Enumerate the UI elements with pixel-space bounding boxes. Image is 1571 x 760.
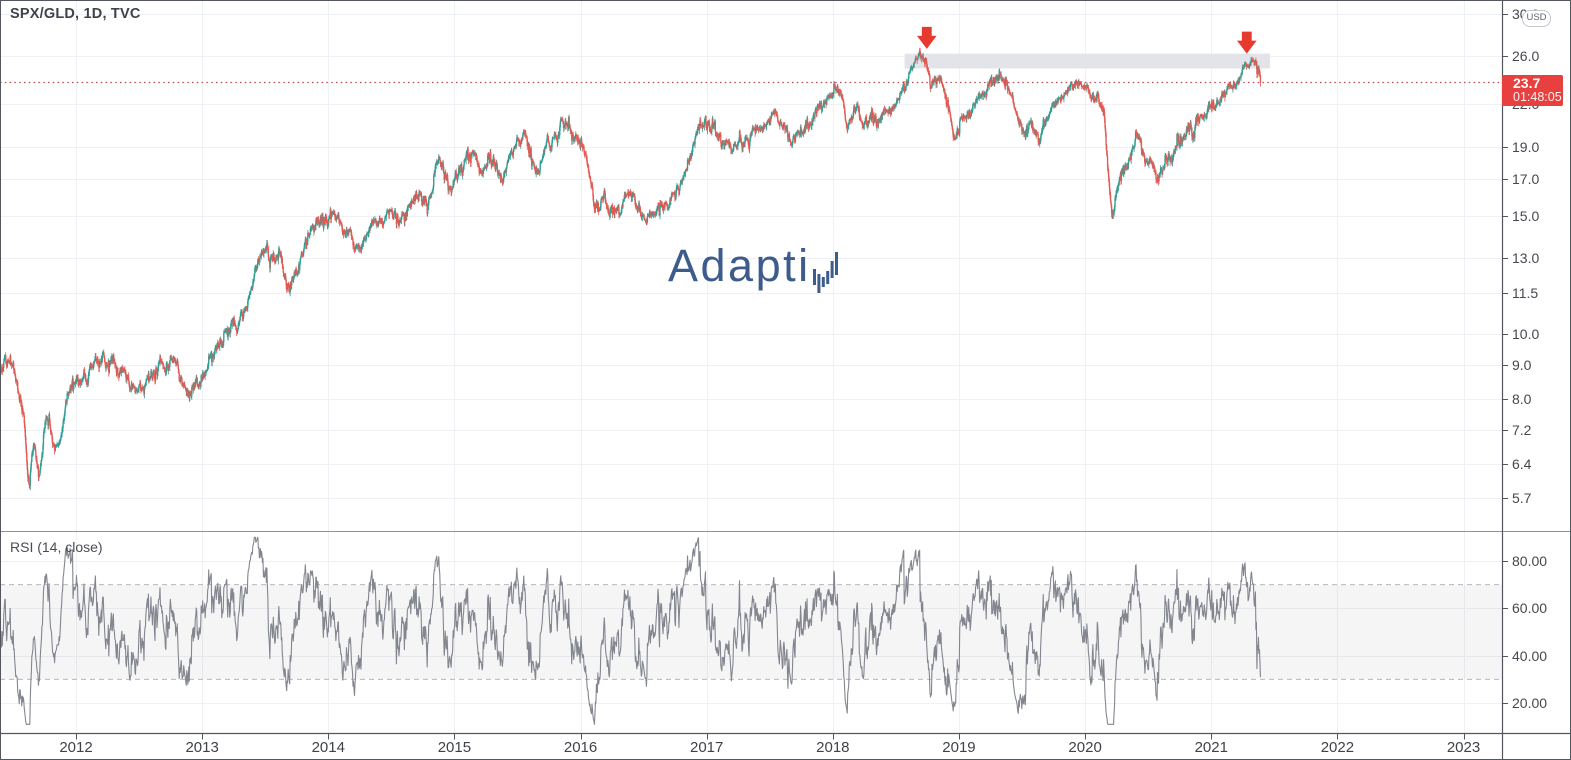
time-tick-label: 2014 [311, 739, 345, 756]
time-tick-label: 2022 [1320, 739, 1355, 756]
rsi-band [0, 584, 1502, 680]
rsi-line [0, 536, 1261, 725]
resistance-zone[interactable] [904, 53, 1271, 69]
rsi-tick-label: 80.00 [1512, 553, 1548, 569]
currency-button[interactable]: USD [1522, 10, 1551, 27]
time-tick-label: 2021 [1194, 739, 1228, 756]
price-tick-label: 17.0 [1512, 171, 1540, 188]
symbol-title[interactable]: SPX/GLD, 1D, TVC [10, 6, 141, 22]
rsi-tick-label: 60.00 [1512, 600, 1548, 617]
time-tick-label: 2019 [942, 739, 976, 756]
price-tick-label: 15.0 [1512, 207, 1540, 224]
time-tick-label: 2023 [1446, 739, 1481, 756]
time-tick-label: 2016 [563, 739, 598, 756]
bar-countdown: 01:48:05 [1513, 90, 1562, 105]
price-tick-label: 10.0 [1512, 326, 1540, 343]
arrow-down-marker-2[interactable] [1237, 31, 1257, 54]
candlestick-series[interactable] [0, 47, 1262, 491]
time-tick-label: 2020 [1068, 739, 1102, 756]
price-tick-label: 8.0 [1512, 391, 1532, 408]
time-tick-label: 2018 [816, 739, 850, 756]
price-tick-label: 9.0 [1512, 356, 1532, 373]
rsi-legend[interactable]: RSI (14, close) [10, 539, 103, 555]
arrow-down-marker-1[interactable] [917, 26, 937, 49]
rsi-series[interactable] [0, 536, 1261, 725]
price-tick-label: 11.5 [1512, 285, 1539, 302]
price-tick-label: 19.0 [1512, 138, 1540, 155]
time-tick-label: 2017 [690, 739, 724, 756]
time-tick-label: 2012 [59, 739, 93, 756]
time-tick-label: 2015 [437, 739, 472, 756]
price-tick-label: 7.2 [1512, 421, 1532, 438]
axis-tick-marks [76, 14, 1508, 740]
last-price-label[interactable]: 23.7 01:48:05 [1502, 75, 1563, 107]
price-tick-label: 6.4 [1512, 456, 1532, 473]
price-tick-label: 5.7 [1512, 490, 1532, 507]
last-price-value: 23.7 [1513, 75, 1541, 92]
price-tick-label: 26.0 [1512, 47, 1540, 64]
rsi-tick-label: 20.00 [1512, 695, 1548, 711]
price-tick-label: 13.0 [1512, 249, 1540, 266]
rsi-tick-label: 40.00 [1512, 647, 1548, 664]
time-tick-label: 2013 [185, 739, 219, 756]
down-candle-bodies [0, 50, 1262, 486]
